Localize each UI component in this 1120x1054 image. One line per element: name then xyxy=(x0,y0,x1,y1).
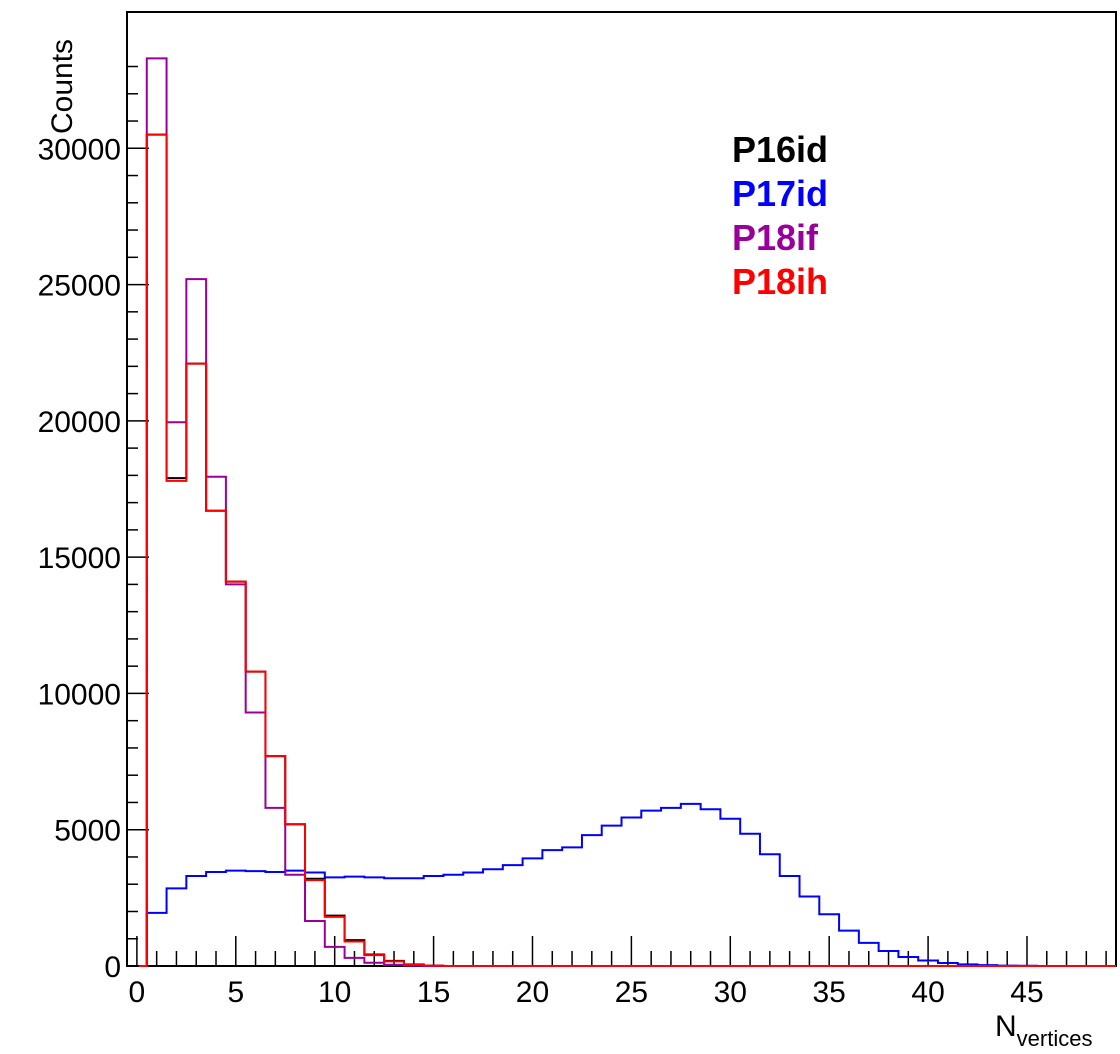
x-tick-label: 15 xyxy=(417,976,450,1009)
legend-entry-p18if: P18if xyxy=(732,217,819,258)
x-tick-label: 40 xyxy=(911,976,944,1009)
y-tick-label: 5000 xyxy=(54,815,121,848)
legend-entry-p16id: P16id xyxy=(732,129,828,170)
y-tick-label: 25000 xyxy=(38,270,121,303)
y-tick-label: 15000 xyxy=(38,542,121,575)
y-axis-label: Counts xyxy=(46,39,79,134)
legend-entry-p18ih: P18ih xyxy=(732,261,828,302)
x-axis-label: Nvertices xyxy=(995,1010,1092,1051)
series-p18ih-line xyxy=(138,133,1116,967)
y-axis: 0 5000 10000 15000 20000 25000 30000 xyxy=(38,65,149,984)
series-p18if-line xyxy=(138,57,1116,967)
y-tick-label: 20000 xyxy=(38,406,121,439)
x-axis: 0 5 10 15 20 25 30 35 40 45 xyxy=(129,936,1107,1009)
legend-entry-p17id: P17id xyxy=(732,173,828,214)
x-axis-label-sub: vertices xyxy=(1017,1026,1093,1051)
y-tick-label: 10000 xyxy=(38,678,121,711)
y-tick-label: 0 xyxy=(104,951,121,984)
x-tick-label: 30 xyxy=(714,976,747,1009)
x-tick-label: 45 xyxy=(1010,976,1043,1009)
x-tick-label: 25 xyxy=(615,976,648,1009)
series-layer xyxy=(138,57,1116,967)
x-tick-label: 0 xyxy=(129,976,146,1009)
y-tick-label: 30000 xyxy=(38,133,121,166)
x-tick-label: 5 xyxy=(227,976,244,1009)
series-p17id-line xyxy=(138,802,1047,967)
x-tick-label: 35 xyxy=(813,976,846,1009)
x-tick-label: 10 xyxy=(318,976,351,1009)
x-axis-label-main: N xyxy=(995,1010,1017,1043)
x-tick-label: 20 xyxy=(516,976,549,1009)
